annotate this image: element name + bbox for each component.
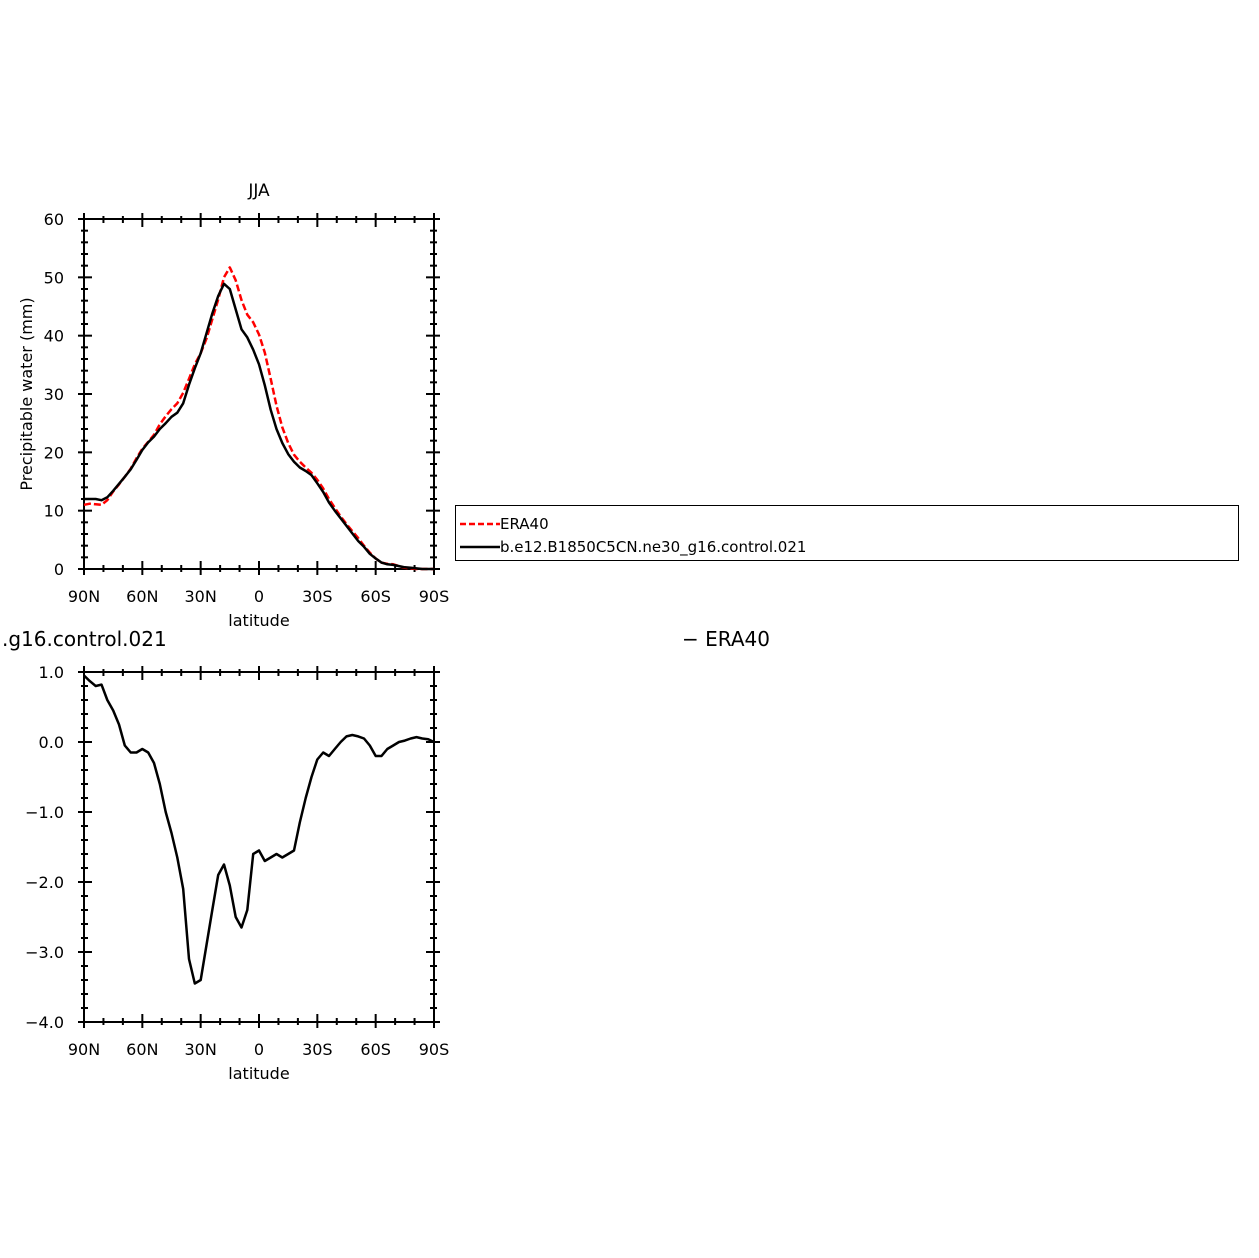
x-tick-label: 90N	[68, 1040, 100, 1059]
legend-label-model: b.e12.B1850C5CN.ne30_g16.control.021	[500, 538, 807, 556]
top-y-axis-label: Precipitable water (mm)	[17, 297, 36, 490]
bottom-chart-title-right: − ERA40	[682, 627, 770, 651]
x-tick-label: 30S	[302, 587, 333, 606]
bottom-chart-title-left: .g16.control.021	[2, 627, 167, 651]
x-tick-label: 0	[254, 1040, 264, 1059]
y-tick-label: −1.0	[25, 803, 64, 822]
top-chart-title: JJA	[247, 181, 270, 201]
y-tick-label: 0.0	[39, 733, 64, 752]
top-x-axis-label: latitude	[228, 611, 289, 630]
y-tick-label: 50	[44, 268, 64, 287]
legend-swatch-era40	[460, 522, 500, 526]
y-tick-label: 40	[44, 327, 64, 346]
top-plot-frame	[83, 218, 435, 570]
x-tick-label: 60S	[360, 1040, 391, 1059]
y-tick-label: −4.0	[25, 1013, 64, 1032]
y-tick-label: 20	[44, 443, 64, 462]
bottom-panel: .g16.control.021 − ERA40 90N 60N 30N 0 30S 60…	[2, 627, 770, 1083]
y-tick-label: 0	[54, 560, 64, 579]
legend: ERA40 b.e12.B1850C5CN.ne30_g16.control.0…	[455, 505, 1239, 561]
legend-swatch-model	[460, 545, 500, 549]
legend-label-era40: ERA40	[500, 515, 549, 533]
y-tick-label: −2.0	[25, 873, 64, 892]
x-tick-label: 90N	[68, 587, 100, 606]
series-line-0-1	[84, 282, 434, 571]
x-tick-label: 0	[254, 587, 264, 606]
x-tick-label: 30N	[185, 587, 217, 606]
x-tick-label: 30N	[185, 1040, 217, 1059]
x-tick-label: 90S	[419, 587, 450, 606]
bottom-plot-frame	[83, 671, 435, 1023]
series-line-1-0	[83, 674, 435, 985]
y-tick-label: −3.0	[25, 943, 64, 962]
series-line-0-0	[83, 266, 434, 571]
y-tick-label: 10	[44, 502, 64, 521]
y-tick-label: 1.0	[39, 663, 64, 682]
top-panel: JJA 90N 60N 30N 0 30S 60S 90S 0 10 20 30 40 50 60 la…	[17, 181, 449, 630]
bottom-y-axis-label: Precipitable water (mm)	[17, 750, 36, 943]
x-tick-label: 60N	[126, 1040, 158, 1059]
bottom-x-axis-label: latitude	[228, 1064, 289, 1083]
x-tick-label: 90S	[419, 1040, 450, 1059]
x-tick-label: 60S	[360, 587, 391, 606]
y-tick-label: 60	[44, 210, 64, 229]
x-tick-label: 60N	[126, 587, 158, 606]
x-tick-label: 30S	[302, 1040, 333, 1059]
y-tick-label: 30	[44, 385, 64, 404]
